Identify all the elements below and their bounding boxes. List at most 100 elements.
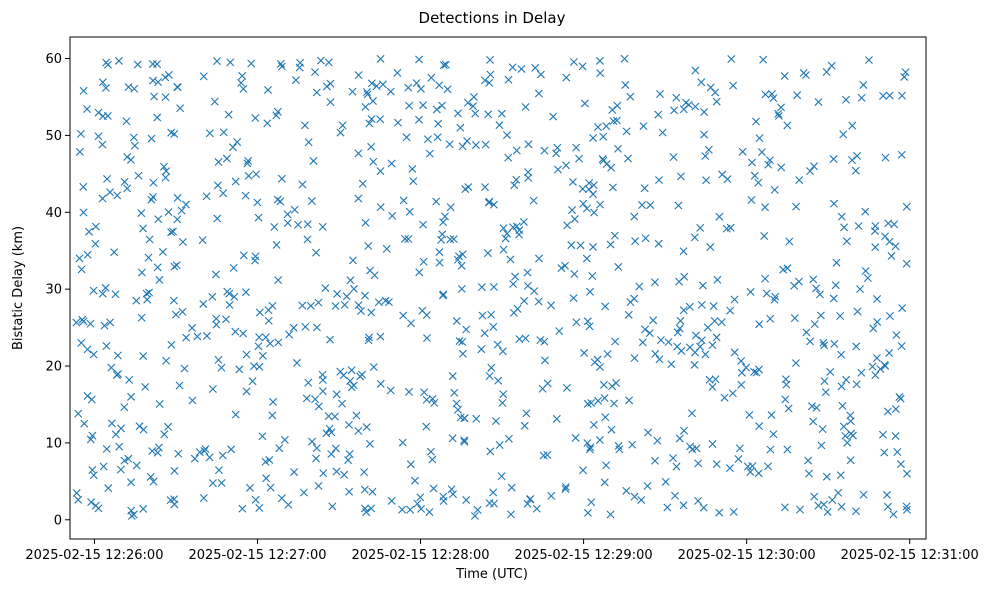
detection-point — [621, 80, 630, 89]
detection-point — [491, 417, 500, 426]
detection-point — [540, 356, 549, 365]
detection-point — [902, 259, 911, 268]
detection-point — [663, 503, 672, 512]
detection-point — [700, 130, 709, 139]
y-tick-label: 10 — [45, 436, 62, 451]
detection-point — [613, 101, 622, 110]
detection-point — [569, 294, 578, 303]
detection-point — [376, 167, 385, 176]
detection-point — [746, 467, 755, 476]
detection-point — [369, 157, 378, 166]
detection-point — [79, 86, 88, 95]
detection-point — [361, 291, 369, 300]
detection-point — [439, 492, 448, 501]
detection-point — [214, 355, 223, 364]
detection-point — [764, 160, 773, 169]
y-tick-label: 50 — [45, 129, 62, 144]
detection-point — [497, 109, 506, 118]
detection-point — [553, 143, 562, 152]
detection-point — [134, 171, 143, 180]
detection-point — [578, 62, 587, 71]
detection-point — [834, 488, 843, 497]
detection-point — [312, 248, 321, 257]
detection-point — [419, 257, 428, 266]
detection-point — [358, 370, 367, 379]
detection-point — [729, 81, 738, 90]
detection-point — [190, 454, 199, 463]
detection-point — [160, 430, 169, 439]
detection-point — [509, 308, 518, 317]
detection-point — [363, 88, 371, 97]
detection-point — [826, 367, 835, 376]
detection-point — [358, 179, 367, 188]
detection-point — [594, 396, 603, 405]
detection-point — [624, 154, 632, 163]
detection-point — [897, 342, 906, 351]
detection-point — [202, 192, 211, 201]
detection-point — [414, 115, 423, 124]
detection-point — [326, 335, 335, 344]
detection-point — [745, 410, 754, 419]
detection-point — [489, 282, 498, 291]
detection-point — [80, 419, 89, 428]
detection-point — [263, 119, 272, 128]
detection-point — [72, 489, 81, 498]
detection-point — [748, 158, 756, 167]
detection-point — [303, 235, 312, 244]
detection-point — [349, 284, 358, 293]
detection-point — [219, 189, 228, 198]
detection-point — [495, 440, 504, 449]
detection-point — [124, 83, 133, 92]
detection-point — [333, 289, 342, 298]
detection-point — [205, 129, 214, 138]
detection-point — [300, 121, 309, 130]
detection-point — [795, 176, 804, 185]
detection-point — [607, 163, 616, 172]
detection-point — [750, 367, 759, 376]
detection-point — [816, 311, 825, 320]
detection-point — [393, 118, 402, 127]
detection-point — [791, 359, 800, 368]
plot-frame — [69, 36, 927, 540]
detection-point — [178, 238, 187, 246]
detection-point — [755, 320, 764, 329]
detection-point — [601, 302, 610, 311]
detection-point — [843, 438, 852, 447]
detection-point — [455, 336, 464, 345]
detection-point — [658, 128, 667, 137]
detection-point — [324, 412, 333, 421]
detection-point — [439, 218, 448, 227]
detection-point — [532, 504, 541, 513]
detection-point — [336, 128, 345, 137]
detection-point — [290, 205, 299, 214]
detection-point — [485, 197, 494, 206]
detection-point — [697, 300, 706, 309]
detection-point — [812, 284, 821, 293]
detection-point — [694, 496, 703, 505]
detection-point — [799, 68, 808, 77]
detection-point — [298, 301, 307, 310]
detection-point — [443, 85, 452, 94]
detection-point — [88, 465, 97, 474]
detection-point — [426, 447, 435, 456]
detection-point — [893, 448, 902, 456]
detection-point — [602, 461, 611, 470]
detection-point — [557, 264, 566, 273]
y-axis-ticks: 0 10 20 30 40 50 60 — [45, 52, 70, 528]
detection-point — [569, 57, 578, 66]
detection-point — [582, 204, 591, 213]
detection-point — [675, 434, 684, 443]
detection-point — [534, 89, 543, 98]
detection-point — [356, 306, 365, 315]
detection-point — [130, 141, 139, 150]
detection-point — [595, 363, 604, 371]
detection-point — [318, 376, 327, 385]
detection-point — [148, 447, 157, 456]
detection-point — [304, 378, 313, 387]
detection-point — [289, 323, 298, 332]
detection-point — [364, 336, 373, 345]
detection-point — [561, 484, 570, 493]
detection-point — [167, 340, 176, 349]
detection-point — [226, 58, 235, 67]
detection-point — [610, 399, 619, 408]
